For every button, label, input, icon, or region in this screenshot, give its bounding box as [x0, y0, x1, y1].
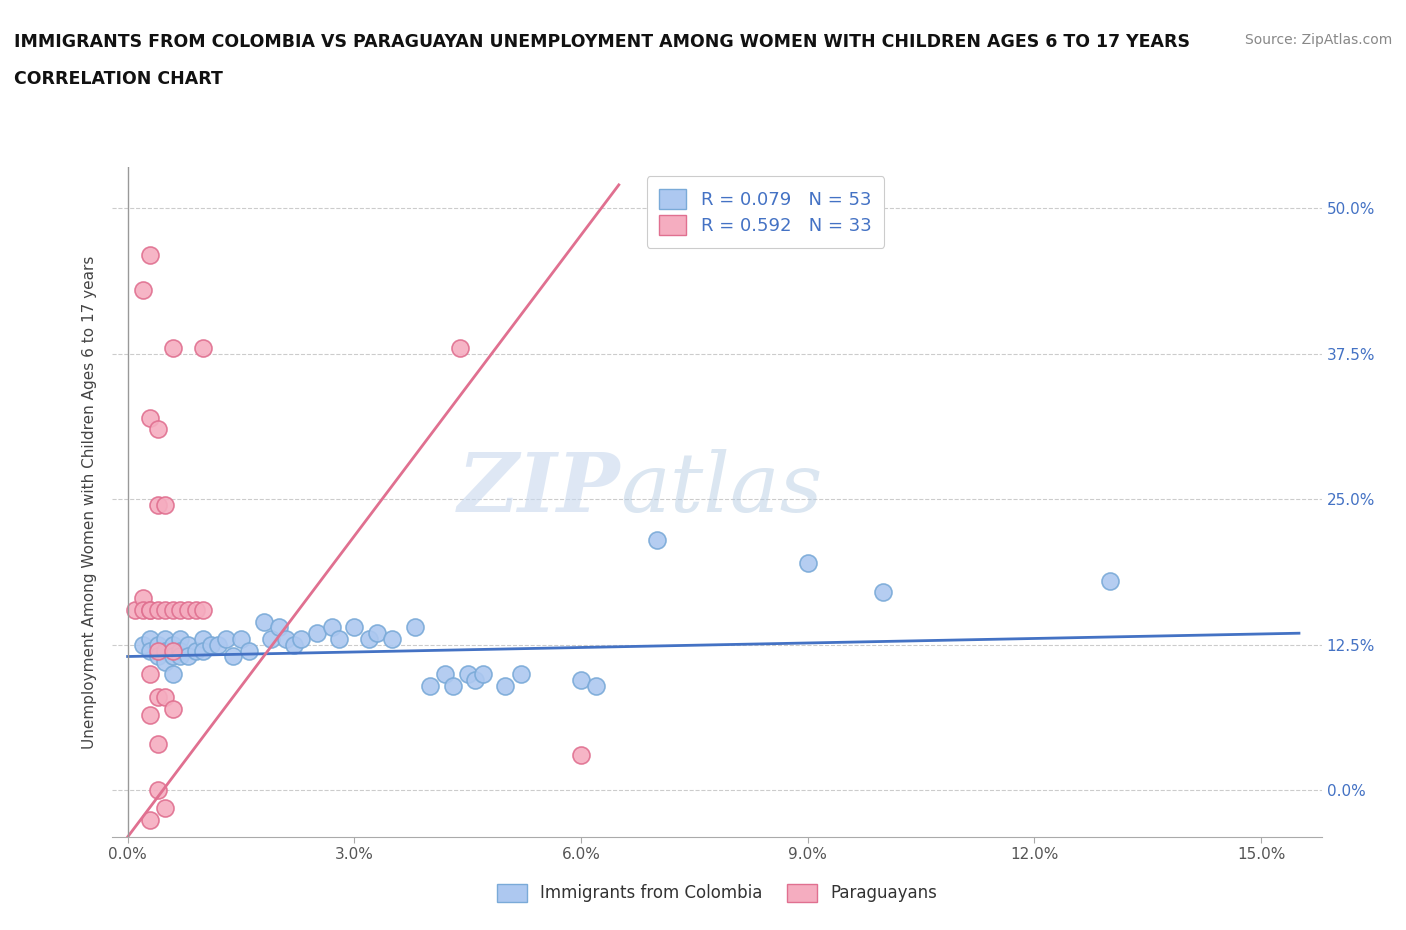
Point — [464, 672, 486, 687]
Point — [434, 667, 457, 682]
Point — [207, 637, 229, 652]
Point — [321, 620, 343, 635]
Point — [132, 282, 155, 297]
Point — [155, 631, 177, 646]
Point — [139, 410, 162, 425]
Point — [139, 812, 162, 827]
Point — [449, 340, 471, 355]
Point — [162, 340, 184, 355]
Point — [132, 637, 155, 652]
Point — [155, 801, 177, 816]
Point — [146, 603, 169, 618]
Point — [276, 631, 298, 646]
Point — [146, 644, 169, 658]
Point — [238, 644, 260, 658]
Y-axis label: Unemployment Among Women with Children Ages 6 to 17 years: Unemployment Among Women with Children A… — [82, 256, 97, 749]
Point — [229, 631, 252, 646]
Point — [872, 585, 894, 600]
Point — [253, 614, 276, 629]
Point — [419, 678, 441, 693]
Point — [184, 644, 207, 658]
Point — [404, 620, 426, 635]
Point — [139, 247, 162, 262]
Point — [645, 533, 668, 548]
Point — [162, 649, 184, 664]
Point — [191, 644, 215, 658]
Point — [155, 603, 177, 618]
Text: CORRELATION CHART: CORRELATION CHART — [14, 70, 224, 87]
Point — [146, 690, 169, 705]
Point — [267, 620, 290, 635]
Point — [191, 340, 215, 355]
Point — [495, 678, 517, 693]
Point — [177, 603, 200, 618]
Point — [260, 631, 283, 646]
Point — [305, 626, 328, 641]
Point — [139, 603, 162, 618]
Point — [132, 603, 155, 618]
Point — [1098, 574, 1121, 589]
Point — [146, 649, 169, 664]
Point — [139, 603, 162, 618]
Text: IMMIGRANTS FROM COLOMBIA VS PARAGUAYAN UNEMPLOYMENT AMONG WOMEN WITH CHILDREN AG: IMMIGRANTS FROM COLOMBIA VS PARAGUAYAN U… — [14, 33, 1189, 50]
Point — [283, 637, 305, 652]
Point — [441, 678, 464, 693]
Point — [139, 708, 162, 723]
Point — [191, 631, 215, 646]
Text: atlas: atlas — [620, 449, 823, 529]
Point — [146, 737, 169, 751]
Point — [359, 631, 381, 646]
Point — [184, 603, 207, 618]
Point — [132, 591, 155, 605]
Legend: Immigrants from Colombia, Paraguayans: Immigrants from Colombia, Paraguayans — [489, 877, 945, 909]
Point — [146, 422, 169, 437]
Point — [509, 667, 531, 682]
Point — [155, 498, 177, 512]
Point — [146, 783, 169, 798]
Point — [146, 637, 169, 652]
Point — [162, 701, 184, 716]
Point — [569, 672, 592, 687]
Point — [169, 649, 191, 664]
Point — [290, 631, 312, 646]
Point — [169, 603, 191, 618]
Point — [585, 678, 607, 693]
Point — [139, 644, 162, 658]
Point — [796, 556, 818, 571]
Point — [155, 655, 177, 670]
Point — [162, 637, 184, 652]
Point — [569, 748, 592, 763]
Point — [162, 603, 184, 618]
Point — [381, 631, 404, 646]
Point — [177, 637, 200, 652]
Point — [155, 690, 177, 705]
Point — [124, 603, 146, 618]
Point — [177, 649, 200, 664]
Text: Source: ZipAtlas.com: Source: ZipAtlas.com — [1244, 33, 1392, 46]
Point — [139, 631, 162, 646]
Point — [471, 667, 494, 682]
Point — [343, 620, 366, 635]
Point — [191, 603, 215, 618]
Point — [457, 667, 479, 682]
Point — [366, 626, 388, 641]
Point — [139, 667, 162, 682]
Point — [169, 631, 191, 646]
Point — [169, 644, 191, 658]
Point — [215, 631, 238, 646]
Point — [162, 667, 184, 682]
Point — [222, 649, 245, 664]
Text: ZIP: ZIP — [458, 449, 620, 529]
Point — [146, 498, 169, 512]
Point — [200, 637, 222, 652]
Point — [328, 631, 350, 646]
Point — [162, 644, 184, 658]
Point — [155, 644, 177, 658]
